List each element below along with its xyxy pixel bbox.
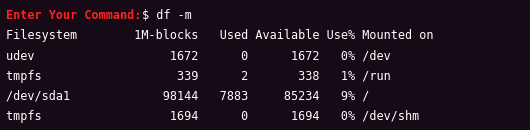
Text: $ df -m: $ df -m [142, 9, 192, 22]
Text: Filesystem        1M-blocks   Used Available Use% Mounted on: Filesystem 1M-blocks Used Available Use%… [6, 29, 434, 42]
Text: tmpfs                  1694      0      1694   0% /dev/shm: tmpfs 1694 0 1694 0% /dev/shm [6, 110, 420, 123]
Text: tmpfs                   339      2       338   1% /run: tmpfs 339 2 338 1% /run [6, 70, 391, 83]
Text: Enter Your Command:: Enter Your Command: [6, 9, 142, 22]
Text: /dev/sda1             98144   7883     85234   9% /: /dev/sda1 98144 7883 85234 9% / [6, 90, 370, 103]
Text: udev                   1672      0      1672   0% /dev: udev 1672 0 1672 0% /dev [6, 49, 391, 62]
